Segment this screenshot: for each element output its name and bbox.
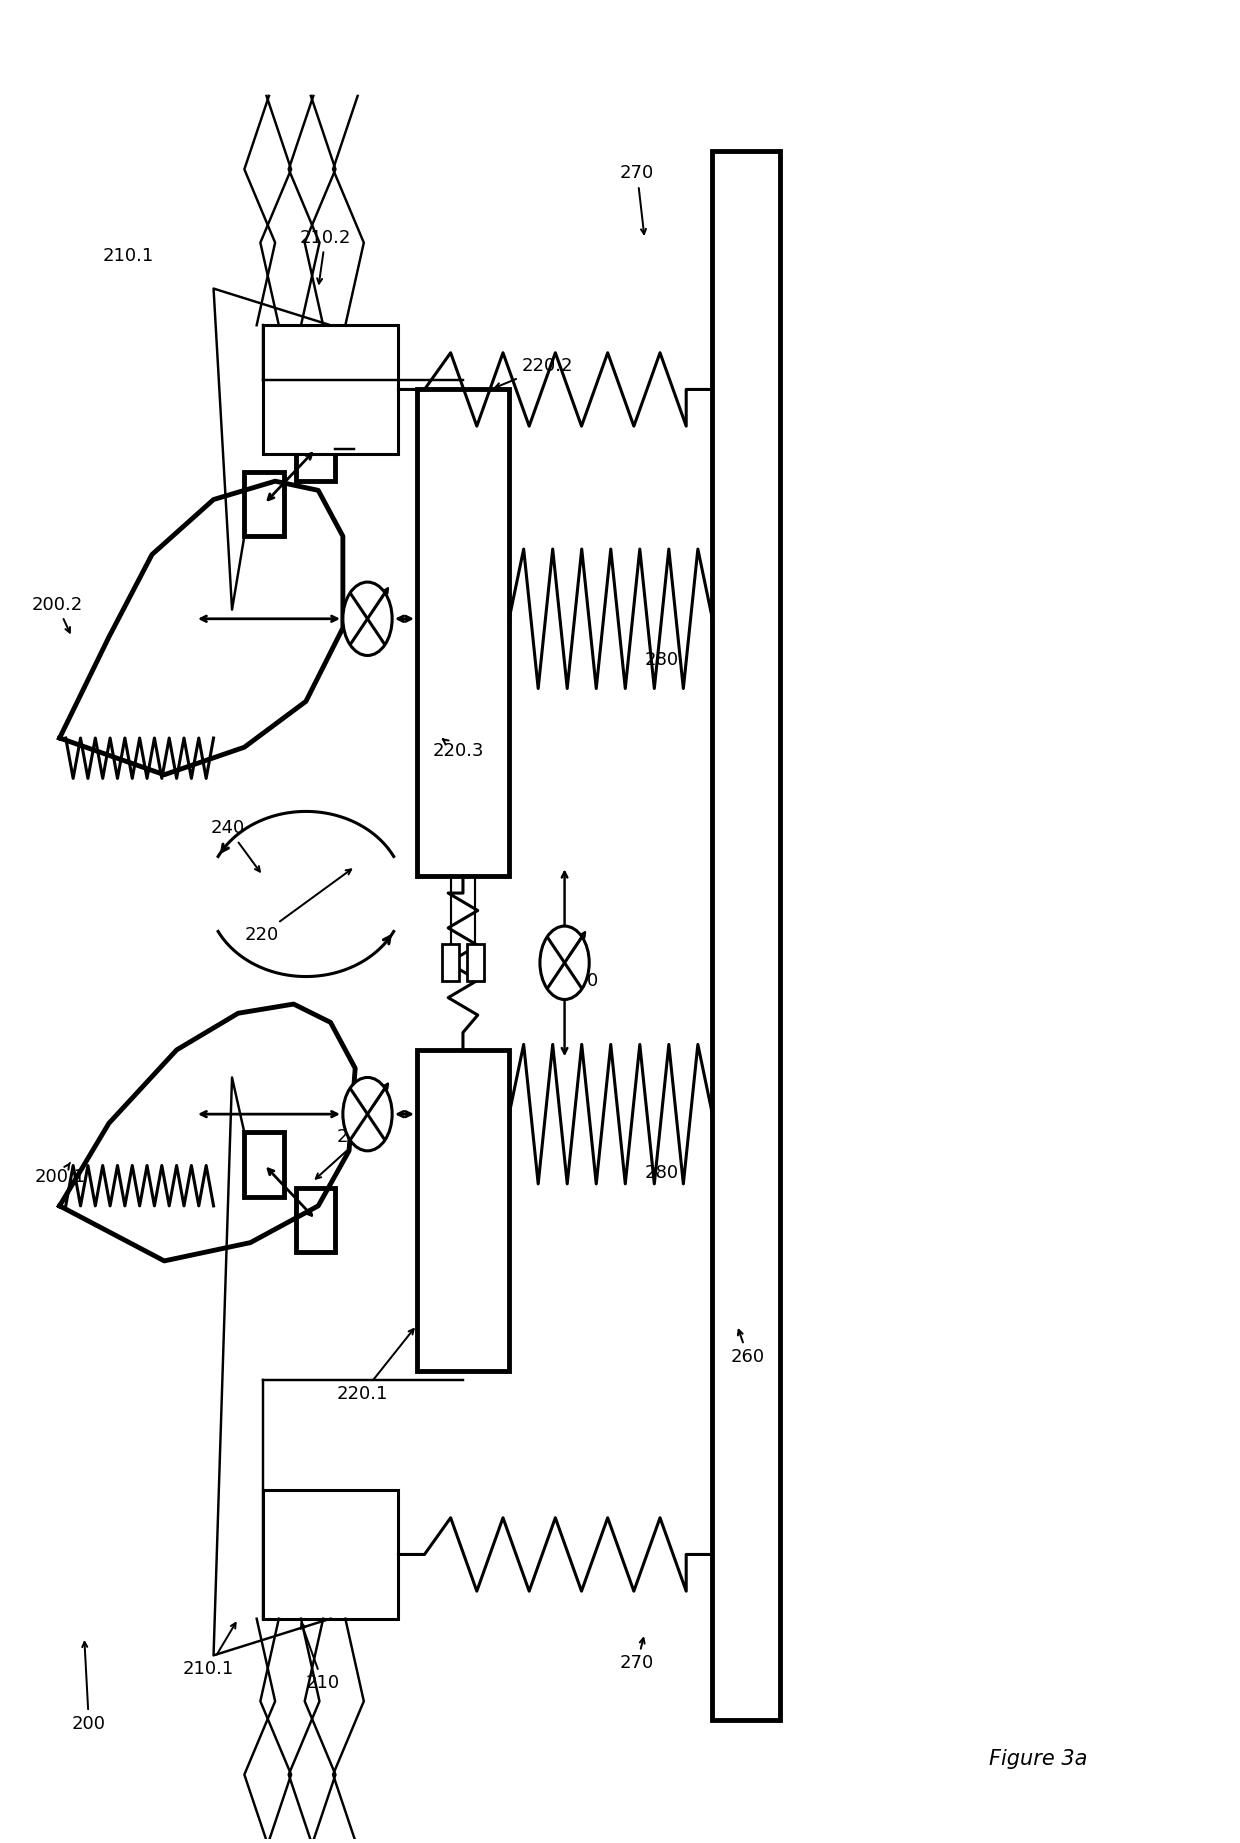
Text: 200.2: 200.2 bbox=[31, 595, 83, 632]
Bar bbox=[296, 1187, 336, 1251]
Text: 200.1: 200.1 bbox=[35, 1163, 86, 1187]
Text: 210.1: 210.1 bbox=[182, 1624, 236, 1677]
Text: 210: 210 bbox=[301, 1624, 340, 1692]
Text: Figure 3a: Figure 3a bbox=[990, 1749, 1087, 1769]
Text: 220.1: 220.1 bbox=[337, 1329, 414, 1403]
Text: 270: 270 bbox=[620, 1638, 655, 1672]
Text: 280: 280 bbox=[645, 651, 678, 669]
Bar bbox=[263, 1491, 398, 1618]
Text: 250: 250 bbox=[552, 953, 599, 990]
Circle shape bbox=[343, 582, 392, 656]
Text: 210.2: 210.2 bbox=[316, 1128, 388, 1180]
Text: 220: 220 bbox=[244, 870, 351, 944]
Bar bbox=[296, 417, 336, 481]
Circle shape bbox=[343, 1078, 392, 1150]
Text: 270: 270 bbox=[620, 164, 655, 234]
Text: 220.2: 220.2 bbox=[495, 358, 573, 387]
Text: 210.2: 210.2 bbox=[300, 229, 351, 284]
Bar bbox=[244, 1132, 284, 1196]
Bar bbox=[712, 151, 780, 1720]
Bar bbox=[244, 472, 284, 536]
Text: 240: 240 bbox=[211, 820, 260, 872]
Bar bbox=[417, 389, 510, 875]
Text: 260: 260 bbox=[730, 1331, 765, 1366]
Bar bbox=[466, 944, 484, 980]
Text: 200: 200 bbox=[72, 1642, 105, 1732]
Bar bbox=[441, 944, 459, 980]
Text: 280: 280 bbox=[645, 1165, 678, 1183]
Bar bbox=[263, 324, 398, 453]
Circle shape bbox=[539, 925, 589, 999]
Bar bbox=[417, 1051, 510, 1371]
Text: 210.1: 210.1 bbox=[103, 247, 154, 265]
Text: 220.3: 220.3 bbox=[433, 739, 485, 761]
